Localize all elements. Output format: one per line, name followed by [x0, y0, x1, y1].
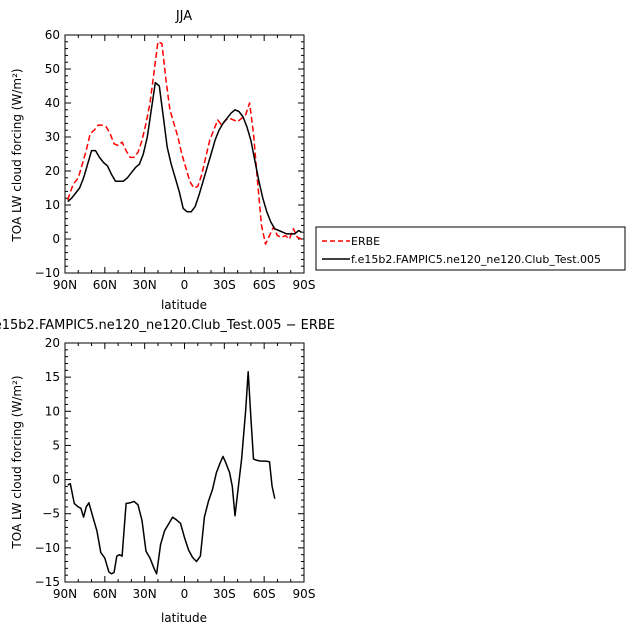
bottom-y-tick-label: 10: [45, 404, 60, 418]
bottom-x-tick-label: 90N: [53, 587, 77, 601]
top-y-tick-label: 30: [45, 130, 60, 144]
top-plot-frame: [64, 34, 305, 274]
bottom-series-line-difference: [67, 370, 276, 575]
top-y-tick-label: 50: [45, 62, 60, 76]
bottom-y-tick-label: −10: [35, 541, 60, 555]
top-x-tick-label: 30S: [213, 278, 236, 292]
bottom-plot-area: 90N 60N 30N 0 30S 60S 90S −15 −10 −5 0 5 10 15 20: [35, 336, 316, 601]
bottom-x-tick-label: 30N: [133, 587, 157, 601]
bottom-y-tick-label: 15: [45, 370, 60, 384]
bottom-panel: f.e15b2.FAMPIC5.ne120_ne120.Club_Test.00…: [0, 318, 335, 625]
top-plot-area: 90N 60N 30N 0 30S 60S 90S −10 0 10 20 30 40 50 60: [35, 28, 316, 292]
top-panel: JJA 90N 60N 30N 0 30S 60S 90S−100102030405060 …: [10, 9, 315, 312]
bottom-y-tick-label: −5: [42, 507, 60, 521]
legend-model-label: f.e15b2.FAMPIC5.ne120_ne120.Club_Test.00…: [351, 253, 601, 266]
top-x-tick-label: 60S: [253, 278, 276, 292]
top-chart-title: JJA: [175, 9, 192, 24]
top-x-tick-label: 90N: [53, 278, 77, 292]
bottom-y-tick-label: 0: [52, 473, 60, 487]
bottom-x-tick-label: 90S: [293, 587, 316, 601]
top-y-tick-label: 0: [52, 232, 60, 246]
top-x-tick-label: 30N: [133, 278, 157, 292]
top-y-tick-label: 10: [45, 198, 60, 212]
bottom-x-tick-label: 0: [181, 587, 189, 601]
bottom-x-tick-label: 30S: [213, 587, 236, 601]
bottom-x-tick-label: 60S: [253, 587, 276, 601]
bottom-y-axis-label: TOA LW cloud forcing (W/m²): [10, 375, 24, 549]
top-y-axis-label: TOA LW cloud forcing (W/m²): [10, 68, 24, 242]
top-x-axis-label: latitude: [161, 298, 207, 312]
top-x-tick-label: 60N: [93, 278, 117, 292]
top-y-tick-label: 40: [45, 96, 60, 110]
legend-erbe-label: ERBE: [351, 235, 380, 248]
bottom-x-tick-label: 60N: [93, 587, 117, 601]
top-y-tick-label: 60: [45, 28, 60, 42]
top-x-tick-label: 0: [181, 278, 189, 292]
bottom-plot-frame: [64, 342, 305, 583]
bottom-chart-title: f.e15b2.FAMPIC5.ne120_ne120.Club_Test.00…: [0, 318, 335, 333]
top-series-line-erbe: [66, 41, 302, 245]
bottom-y-tick-label: 5: [52, 438, 60, 452]
legend-box: [315, 226, 626, 271]
legend: ERBE f.e15b2.FAMPIC5.ne120_ne120.Club_Te…: [315, 226, 626, 271]
top-y-tick-label: −10: [35, 266, 60, 280]
top-series-line-model: [67, 81, 302, 235]
bottom-y-tick-label: −15: [35, 575, 60, 589]
bottom-y-tick-label: 20: [45, 336, 60, 350]
top-x-tick-label: 90S: [293, 278, 316, 292]
top-y-tick-label: 20: [45, 164, 60, 178]
bottom-x-axis-label: latitude: [161, 611, 207, 625]
